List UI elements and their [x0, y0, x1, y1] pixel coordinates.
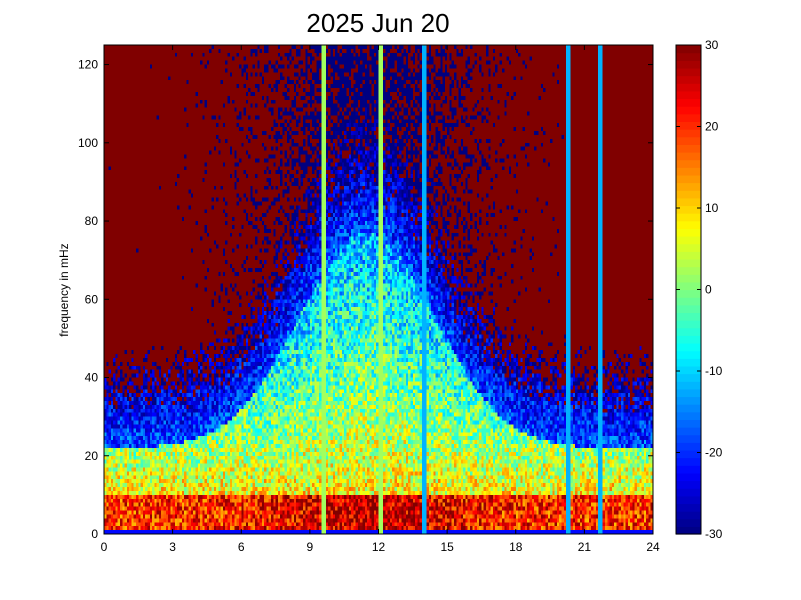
y-tick-label: 80: [85, 214, 99, 228]
colorbar-swatch: [676, 350, 701, 359]
colorbar-swatch: [676, 129, 701, 138]
colorbar-swatch: [676, 113, 701, 123]
colorbar-swatch: [676, 449, 701, 459]
colorbar-tick-label: 0: [705, 283, 712, 297]
colorbar-tick-label: 30: [705, 38, 719, 52]
colorbar-swatch: [676, 167, 701, 176]
colorbar-swatch: [676, 236, 701, 245]
x-tick-label: 9: [307, 540, 314, 554]
y-tick-label: 120: [78, 58, 98, 72]
colorbar-swatch: [676, 144, 701, 153]
colorbar-swatch: [676, 327, 701, 336]
x-tick-label: 24: [646, 540, 660, 554]
colorbar-swatch: [676, 419, 701, 428]
colorbar-swatch: [676, 304, 701, 314]
colorbar-swatch: [676, 320, 701, 329]
colorbar-swatch: [676, 83, 701, 92]
colorbar-swatch: [676, 251, 701, 260]
colorbar-tick-label: -30: [705, 527, 723, 541]
colorbar-swatch: [676, 442, 701, 451]
colorbar-swatch: [676, 213, 701, 222]
colorbar-swatch: [676, 174, 701, 184]
colorbar-swatch: [676, 526, 701, 535]
y-tick-label: 40: [85, 371, 99, 385]
colorbar-swatch: [676, 388, 701, 398]
y-axis-label: frequency in mHz: [57, 243, 71, 336]
y-tick-label: 60: [85, 292, 99, 306]
colorbar-swatch: [676, 281, 701, 291]
x-tick-label: 12: [372, 540, 386, 554]
colorbar-swatch: [676, 297, 701, 306]
colorbar-swatch: [676, 511, 701, 520]
y-tick-label: 100: [78, 136, 98, 150]
colorbar-swatch: [676, 106, 701, 115]
colorbar-swatch: [676, 480, 701, 489]
colorbar-swatch: [676, 90, 701, 100]
colorbar-tick-label: -20: [705, 446, 723, 460]
colorbar-swatch: [676, 274, 701, 283]
colorbar-swatch: [676, 335, 701, 344]
colorbar-swatch: [676, 45, 701, 54]
colorbar-swatch: [676, 136, 701, 145]
colorbar-swatch: [676, 488, 701, 497]
colorbar-swatch: [676, 159, 701, 168]
y-tick-label: 20: [85, 449, 99, 463]
colorbar-swatch: [676, 404, 701, 413]
colorbar-axis: -30 -20 -10 0 10 20 30: [676, 38, 723, 541]
colorbar-swatch: [676, 427, 701, 436]
chart-title: 2025 Jun 20: [306, 8, 449, 38]
colorbar-swatch: [676, 518, 701, 527]
colorbar-swatch: [676, 289, 701, 298]
x-tick-label: 18: [509, 540, 523, 554]
colorbar-tick-label: 20: [705, 120, 719, 134]
colorbar-swatch: [676, 67, 701, 77]
x-tick-label: 6: [238, 540, 245, 554]
y-axis: 0 20 40 60 80 100 120: [78, 58, 653, 541]
colorbar-swatch: [676, 312, 701, 321]
y-tick-label: 0: [91, 527, 98, 541]
colorbar-swatch: [676, 365, 701, 375]
colorbar: [676, 45, 701, 535]
colorbar-swatch: [676, 205, 701, 214]
colorbar-swatch: [676, 472, 701, 482]
colorbar-swatch: [676, 243, 701, 252]
colorbar-swatch: [676, 396, 701, 405]
x-tick-label: 0: [101, 540, 108, 554]
colorbar-tick-label: -10: [705, 364, 723, 378]
x-axis: 0 3 6 9 12 15 18 21 24: [101, 45, 660, 554]
colorbar-swatch: [676, 411, 701, 420]
colorbar-swatch: [676, 373, 701, 382]
colorbar-tick-label: 10: [705, 201, 719, 215]
colorbar-swatch: [676, 434, 701, 443]
x-tick-label: 15: [440, 540, 454, 554]
colorbar-swatch: [676, 151, 701, 161]
colorbar-swatch: [676, 197, 701, 207]
spectrogram-heatmap: [104, 45, 653, 534]
colorbar-swatch: [676, 228, 701, 237]
x-tick-label: 3: [169, 540, 176, 554]
colorbar-swatch: [676, 381, 701, 390]
colorbar-swatch: [676, 495, 701, 505]
colorbar-swatch: [676, 220, 701, 229]
colorbar-swatch: [676, 52, 701, 61]
heatmap-cells: [104, 45, 653, 534]
colorbar-swatch: [676, 98, 701, 107]
colorbar-swatch: [676, 190, 701, 199]
colorbar-swatch: [676, 75, 701, 84]
colorbar-swatch: [676, 266, 701, 275]
colorbar-swatch: [676, 182, 701, 191]
colorbar-swatch: [676, 465, 701, 474]
x-tick-label: 21: [578, 540, 592, 554]
colorbar-swatch: [676, 258, 701, 268]
colorbar-swatch: [676, 358, 701, 367]
colorbar-swatch: [676, 503, 701, 512]
colorbar-swatch: [676, 60, 701, 69]
colorbar-swatch: [676, 457, 701, 466]
colorbar-swatch: [676, 342, 701, 352]
colorbar-swatch: [676, 121, 701, 130]
